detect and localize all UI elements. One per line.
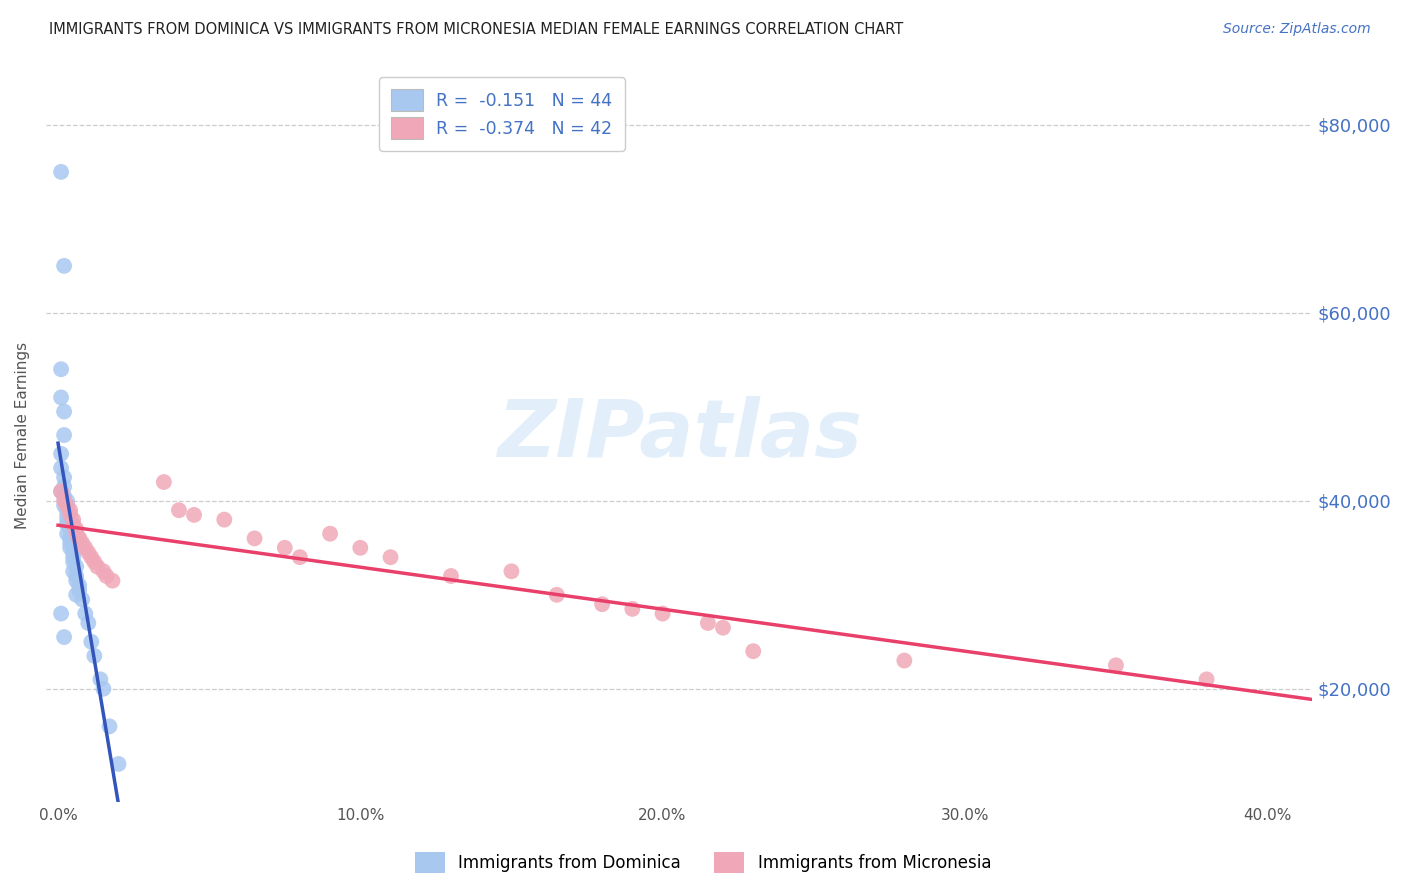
Point: [49, 391, 72, 405]
Point: [67, 578, 90, 592]
Point: [83, 555, 105, 569]
Point: [349, 541, 371, 555]
Point: [59, 503, 82, 517]
Point: [893, 654, 915, 668]
Point: [59, 541, 82, 555]
Point: [107, 756, 129, 771]
Point: [80, 634, 103, 648]
Point: [93, 681, 115, 696]
Text: Source: ZipAtlas.com: Source: ZipAtlas.com: [1223, 22, 1371, 37]
Point: [67, 532, 90, 546]
Point: [98, 719, 121, 733]
Point: [1105, 658, 1128, 673]
Point: [59, 536, 82, 550]
Point: [49, 484, 72, 499]
Point: [62, 517, 84, 532]
Point: [70, 592, 93, 607]
Point: [77, 615, 100, 630]
Point: [62, 545, 84, 559]
Point: [56, 517, 79, 532]
Point: [243, 532, 266, 546]
Point: [1195, 673, 1218, 687]
Point: [77, 545, 100, 559]
Point: [65, 574, 87, 588]
Point: [56, 508, 79, 522]
Point: [70, 536, 93, 550]
Point: [56, 499, 79, 513]
Point: [49, 165, 72, 179]
Point: [75, 607, 97, 621]
Point: [53, 470, 76, 484]
Point: [711, 621, 734, 635]
Point: [101, 574, 124, 588]
Point: [501, 564, 523, 578]
Text: IMMIGRANTS FROM DOMINICA VS IMMIGRANTS FROM MICRONESIA MEDIAN FEMALE EARNINGS CO: IMMIGRANTS FROM DOMINICA VS IMMIGRANTS F…: [49, 22, 904, 37]
Point: [546, 588, 568, 602]
Point: [62, 513, 84, 527]
Point: [56, 526, 79, 541]
Point: [56, 493, 79, 508]
Point: [65, 522, 87, 536]
Point: [65, 569, 87, 583]
Point: [214, 513, 236, 527]
Point: [53, 493, 76, 508]
Point: [696, 615, 718, 630]
Point: [49, 607, 72, 621]
Point: [80, 550, 103, 565]
Point: [49, 461, 72, 475]
Text: ZIPatlas: ZIPatlas: [496, 396, 862, 474]
Y-axis label: Median Female Earnings: Median Female Earnings: [15, 342, 30, 529]
Point: [53, 630, 76, 644]
Point: [75, 541, 97, 555]
Point: [65, 588, 87, 602]
Point: [53, 404, 76, 418]
Point: [621, 602, 644, 616]
Point: [49, 362, 72, 376]
Point: [56, 503, 79, 517]
Point: [591, 597, 613, 611]
Point: [53, 428, 76, 442]
Point: [651, 607, 673, 621]
Point: [49, 484, 72, 499]
Point: [49, 447, 72, 461]
Point: [440, 569, 463, 583]
Point: [67, 583, 90, 598]
Point: [62, 564, 84, 578]
Point: [59, 532, 82, 546]
Point: [59, 522, 82, 536]
Point: [56, 513, 79, 527]
Point: [67, 532, 90, 546]
Point: [62, 550, 84, 565]
Point: [153, 475, 176, 489]
Point: [53, 259, 76, 273]
Point: [183, 508, 205, 522]
Point: [86, 559, 108, 574]
Point: [96, 569, 118, 583]
Point: [288, 550, 311, 565]
Point: [319, 526, 342, 541]
Point: [65, 526, 87, 541]
Point: [89, 673, 111, 687]
Point: [380, 550, 402, 565]
Point: [53, 499, 76, 513]
Legend: R =  -0.151   N = 44, R =  -0.374   N = 42: R = -0.151 N = 44, R = -0.374 N = 42: [380, 78, 624, 151]
Point: [742, 644, 765, 658]
Point: [53, 480, 76, 494]
Point: [93, 564, 115, 578]
Point: [62, 555, 84, 569]
Point: [59, 508, 82, 522]
Point: [83, 648, 105, 663]
Point: [274, 541, 297, 555]
Legend: Immigrants from Dominica, Immigrants from Micronesia: Immigrants from Dominica, Immigrants fro…: [408, 846, 998, 880]
Point: [65, 559, 87, 574]
Point: [53, 489, 76, 503]
Point: [167, 503, 190, 517]
